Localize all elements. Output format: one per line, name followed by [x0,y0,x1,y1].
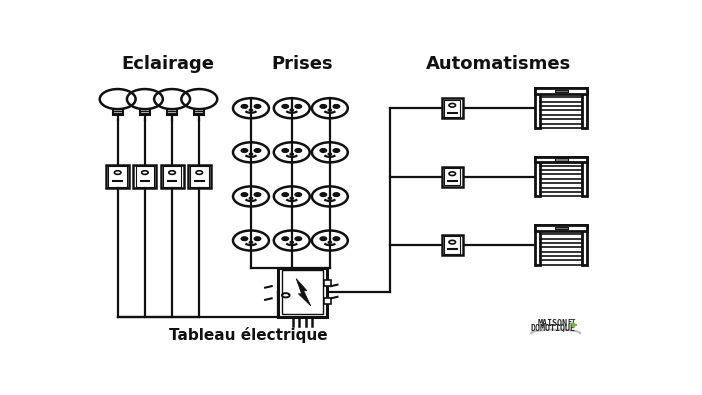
Circle shape [249,109,253,111]
Circle shape [329,241,331,243]
FancyBboxPatch shape [442,235,463,255]
FancyBboxPatch shape [535,88,587,94]
Circle shape [254,193,260,196]
FancyBboxPatch shape [555,90,568,92]
FancyBboxPatch shape [582,225,587,265]
FancyBboxPatch shape [442,98,463,118]
FancyBboxPatch shape [535,157,540,196]
Text: Tableau électrique: Tableau électrique [169,327,328,343]
Text: Automatismes: Automatismes [426,55,571,73]
Circle shape [320,149,326,152]
Circle shape [249,198,253,199]
FancyBboxPatch shape [582,88,587,128]
Circle shape [295,149,302,152]
Circle shape [282,237,289,241]
FancyBboxPatch shape [535,157,587,162]
Polygon shape [296,278,311,306]
Polygon shape [570,323,577,327]
Circle shape [320,193,326,196]
Text: Eclairage: Eclairage [121,55,215,73]
Circle shape [333,105,340,108]
Circle shape [295,237,302,241]
Circle shape [241,105,248,108]
Circle shape [333,237,340,241]
Circle shape [254,237,260,241]
FancyBboxPatch shape [555,227,568,229]
Circle shape [329,109,331,111]
Circle shape [249,241,253,243]
Circle shape [295,105,302,108]
FancyBboxPatch shape [442,167,463,186]
Circle shape [329,153,331,155]
Text: Prises: Prises [272,55,333,73]
Circle shape [290,241,293,243]
Circle shape [241,193,248,196]
FancyBboxPatch shape [535,88,540,128]
FancyBboxPatch shape [540,88,582,128]
FancyBboxPatch shape [582,157,587,196]
FancyBboxPatch shape [535,225,587,231]
Circle shape [329,198,331,199]
Text: MAISON: MAISON [538,319,568,328]
Circle shape [241,237,248,241]
Circle shape [249,153,253,155]
Circle shape [241,149,248,152]
Circle shape [290,153,293,155]
Circle shape [290,198,293,199]
Circle shape [254,105,260,108]
Text: DOMOTIQUE: DOMOTIQUE [531,324,576,333]
FancyBboxPatch shape [278,268,327,316]
Circle shape [282,193,289,196]
Circle shape [290,109,293,111]
Circle shape [254,149,260,152]
FancyBboxPatch shape [555,158,568,160]
FancyBboxPatch shape [540,225,582,265]
FancyBboxPatch shape [324,280,331,286]
Circle shape [282,149,289,152]
FancyBboxPatch shape [540,157,582,196]
Circle shape [333,193,340,196]
Circle shape [333,149,340,152]
Text: ET: ET [568,319,576,325]
FancyBboxPatch shape [535,225,540,265]
Circle shape [282,105,289,108]
Circle shape [320,237,326,241]
Circle shape [320,105,326,108]
FancyBboxPatch shape [324,298,331,305]
Circle shape [295,193,302,196]
